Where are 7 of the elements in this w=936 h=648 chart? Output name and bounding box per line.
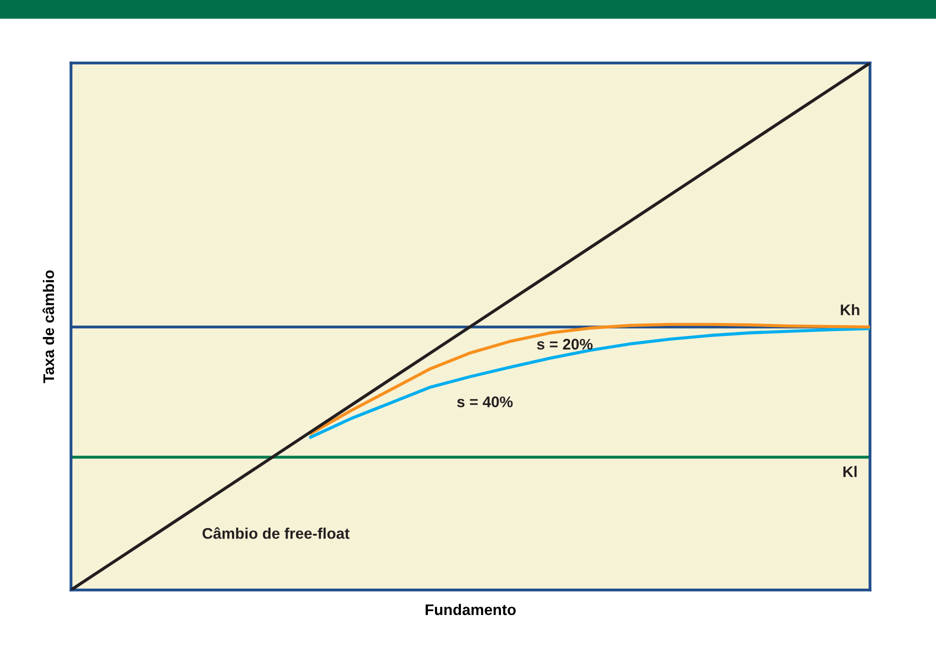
series-label: Câmbio de free-float [202, 527, 350, 539]
ref-line-label: Kh [840, 304, 860, 316]
x-axis-title: Fundamento [426, 604, 516, 616]
series-label: s = 40% [457, 396, 513, 408]
ref-line-label: Kl [843, 466, 857, 477]
series-label: s = 20% [537, 338, 593, 350]
y-axis-title: Taxa de câmbio [42, 270, 54, 384]
